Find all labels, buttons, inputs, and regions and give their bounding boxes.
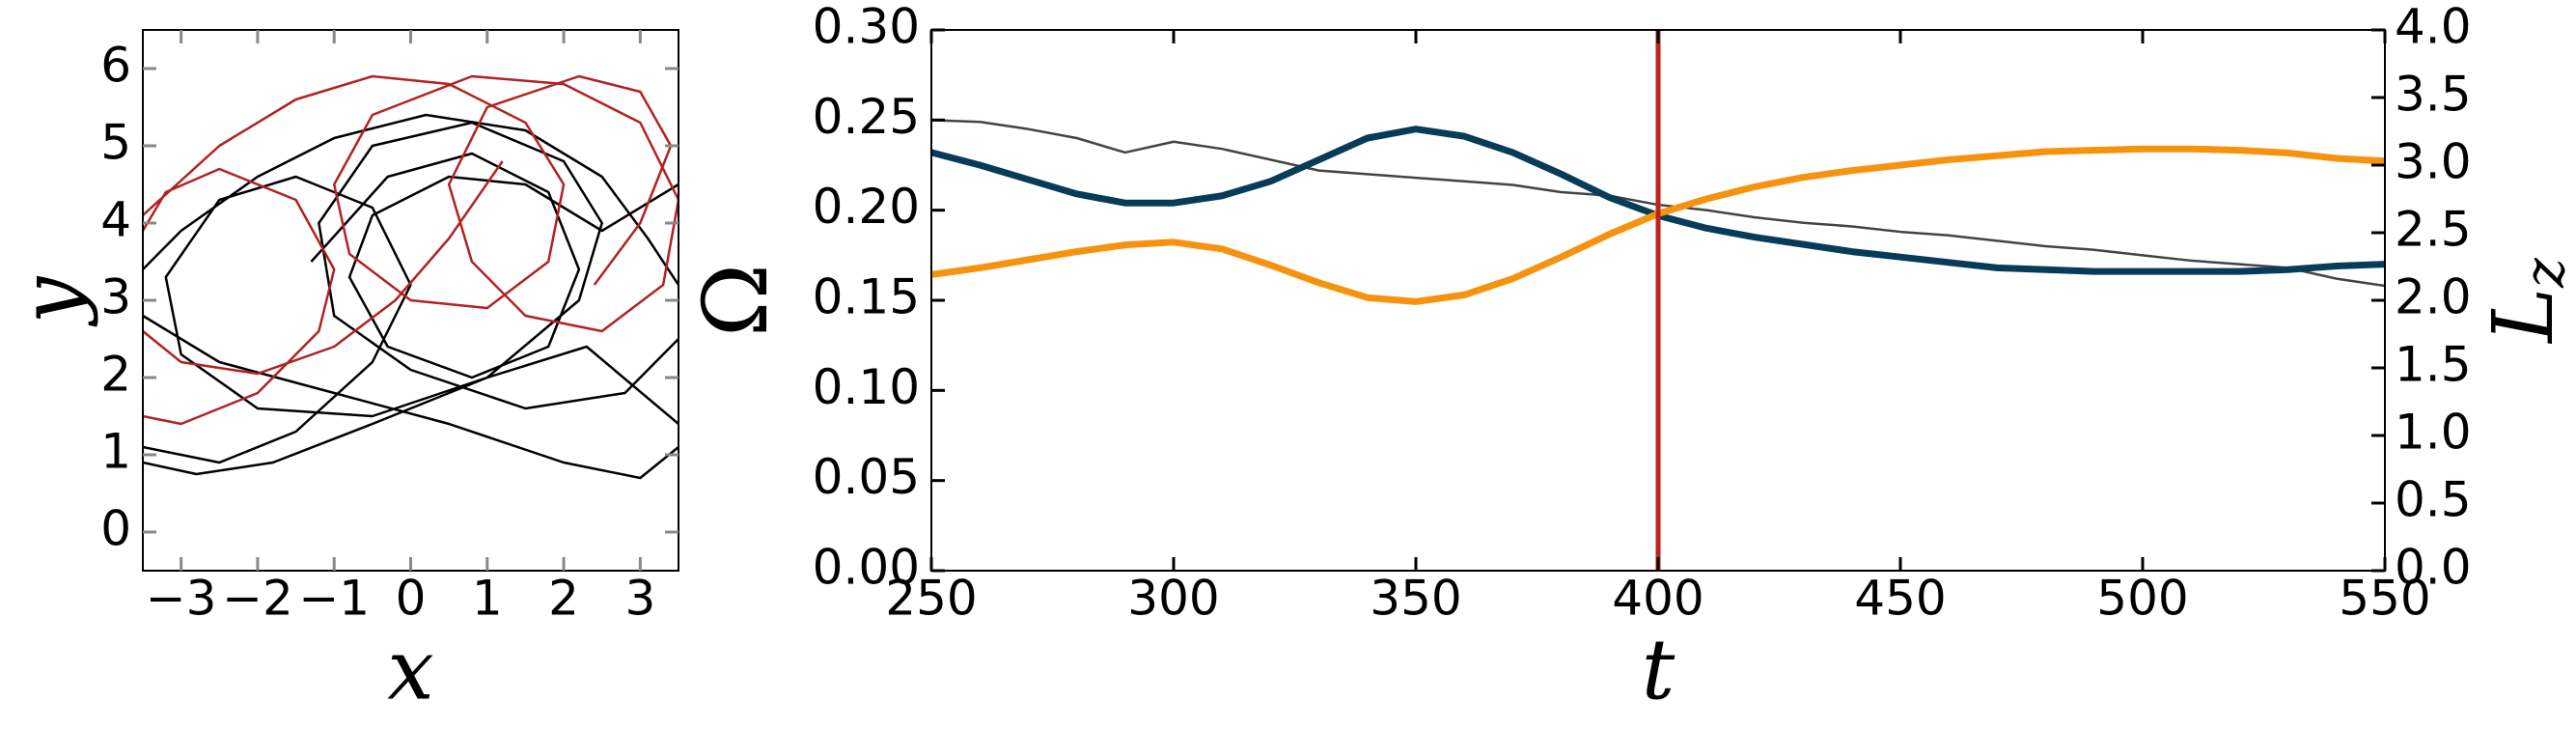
y-tick-label: 5 [100,115,131,171]
y2-tick-label: 4.0 [2395,0,2472,55]
y-axis-label: y [4,275,100,327]
y2-tick-label: 1.0 [2395,405,2472,461]
y2-tick-label: 2.0 [2395,269,2472,325]
y2-axis-label-sub: z [2511,258,2576,289]
x-axis-label: x [387,623,434,719]
y-tick-label: 2 [100,347,131,403]
x-axis-label: t [1642,623,1676,719]
y2-tick-label: 3.5 [2395,67,2472,123]
x-tick-label: 550 [2339,571,2430,627]
x-tick-label: 2 [548,571,579,627]
y-tick-label: 1 [100,424,131,480]
y-tick-label: 0.15 [813,269,920,325]
y2-tick-label: 0.5 [2395,472,2472,528]
x-tick-label: 450 [1854,571,1946,627]
y2-tick-label: 3.0 [2395,134,2472,190]
x-tick-label: 300 [1127,571,1219,627]
y2-tick-label: 2.5 [2395,202,2472,258]
x-tick-label: 3 [624,571,655,627]
y2-tick-label: 0.0 [2395,540,2472,596]
y-tick-label: 0.10 [813,359,920,415]
y2-axis-label-base: L [2476,288,2572,345]
x-tick-label: −1 [298,571,370,627]
y-tick-label: 0.00 [813,540,920,596]
y2-axis-label: Lz [2476,258,2576,345]
y2-tick-label: 1.5 [2395,337,2472,393]
x-tick-label: 1 [472,571,503,627]
y-tick-label: 6 [100,38,131,94]
y-tick-label: 0 [100,501,131,557]
y-tick-label: 0.25 [813,89,920,145]
y-axis-label: Ω [684,264,788,337]
y-tick-label: 0.20 [813,179,920,235]
series-line [143,113,679,480]
y-tick-label: 0.30 [813,0,920,55]
x-tick-label: −2 [222,571,293,627]
x-tick-label: 500 [2096,571,2188,627]
y-tick-label: 3 [100,269,131,325]
x-tick-label: 350 [1370,571,1461,627]
x-tick-label: −3 [146,571,217,627]
series-line [143,74,679,426]
x-tick-label: 0 [396,571,427,627]
x-tick-label: 250 [885,571,977,627]
y-tick-label: 4 [100,192,131,248]
x-tick-label: 400 [1612,571,1703,627]
y-tick-label: 0.05 [813,449,920,505]
